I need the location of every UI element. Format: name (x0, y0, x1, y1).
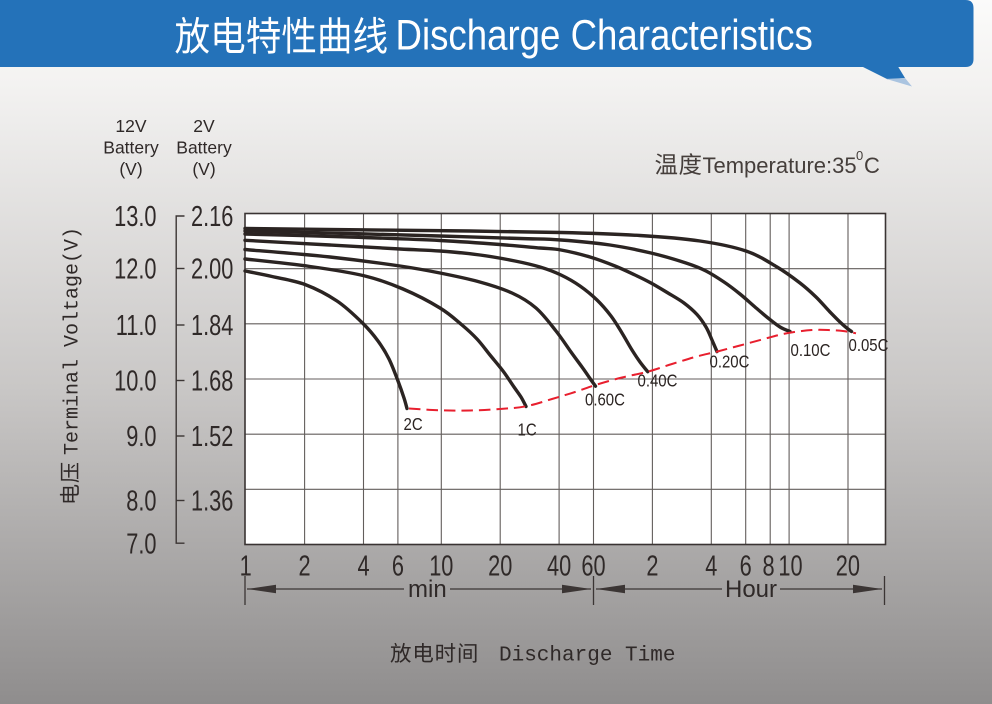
svg-text:0: 0 (856, 148, 863, 163)
svg-text:2: 2 (646, 551, 658, 583)
svg-text:0.05C: 0.05C (849, 336, 889, 355)
svg-text:Battery: Battery (103, 138, 159, 158)
svg-text:2V: 2V (193, 116, 215, 136)
svg-text:4: 4 (357, 551, 369, 583)
svg-text:1C: 1C (518, 420, 537, 439)
svg-text:2C: 2C (404, 415, 423, 434)
svg-text:1.84: 1.84 (191, 310, 233, 342)
svg-text:4: 4 (705, 551, 717, 583)
svg-text:6: 6 (392, 551, 404, 583)
svg-text:Hour: Hour (725, 576, 777, 603)
svg-text:10: 10 (429, 551, 453, 583)
svg-text:1.36: 1.36 (191, 486, 233, 518)
svg-text:(V): (V) (192, 159, 215, 179)
svg-text:7.0: 7.0 (126, 529, 156, 561)
svg-text:2.00: 2.00 (191, 254, 233, 286)
svg-text:12V: 12V (115, 116, 146, 136)
svg-text:Discharge Characteristics: Discharge Characteristics (396, 12, 813, 59)
svg-text:8: 8 (762, 551, 774, 583)
svg-text:Terminal Voltage(V): Terminal Voltage(V) (62, 227, 85, 455)
svg-text:(V): (V) (119, 159, 142, 179)
svg-text:6: 6 (740, 551, 752, 583)
svg-text:0.60C: 0.60C (585, 390, 625, 409)
svg-text:13.0: 13.0 (114, 201, 156, 233)
svg-text:20: 20 (488, 551, 512, 583)
svg-text:12.0: 12.0 (114, 254, 156, 286)
svg-text:0.10C: 0.10C (791, 341, 831, 360)
svg-text:9.0: 9.0 (126, 421, 156, 453)
svg-text:10.0: 10.0 (114, 366, 156, 398)
svg-text:Discharge Time: Discharge Time (499, 645, 675, 668)
svg-text:C: C (864, 153, 880, 178)
svg-text:1: 1 (240, 551, 252, 583)
svg-text:Temperature:35: Temperature:35 (703, 153, 857, 178)
svg-text:10: 10 (778, 551, 802, 583)
svg-text:2.16: 2.16 (191, 201, 233, 233)
svg-text:40: 40 (547, 551, 571, 583)
svg-text:0.40C: 0.40C (638, 371, 678, 390)
svg-text:1.52: 1.52 (191, 421, 233, 453)
svg-text:8.0: 8.0 (126, 486, 156, 518)
svg-text:20: 20 (836, 551, 860, 583)
svg-text:min: min (408, 576, 447, 603)
svg-text:11.0: 11.0 (116, 310, 157, 342)
svg-text:0.20C: 0.20C (710, 352, 750, 371)
svg-text:2: 2 (299, 551, 311, 583)
svg-text:1.68: 1.68 (191, 366, 233, 398)
svg-text:Battery: Battery (176, 138, 232, 158)
